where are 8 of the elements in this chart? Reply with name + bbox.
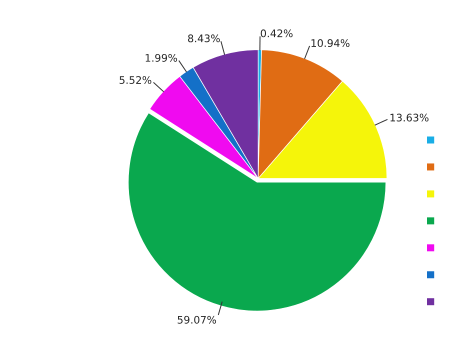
data-label: 5.52% <box>120 76 152 84</box>
pie-slice <box>128 112 386 312</box>
data-label: 8.43% <box>188 34 220 42</box>
data-label: 13.63% <box>390 114 429 122</box>
data-label: 59.07% <box>178 316 216 324</box>
data-label: 1.99% <box>146 54 178 62</box>
data-label: 0.42% <box>260 29 293 38</box>
data-label: 10.94% <box>311 39 350 48</box>
